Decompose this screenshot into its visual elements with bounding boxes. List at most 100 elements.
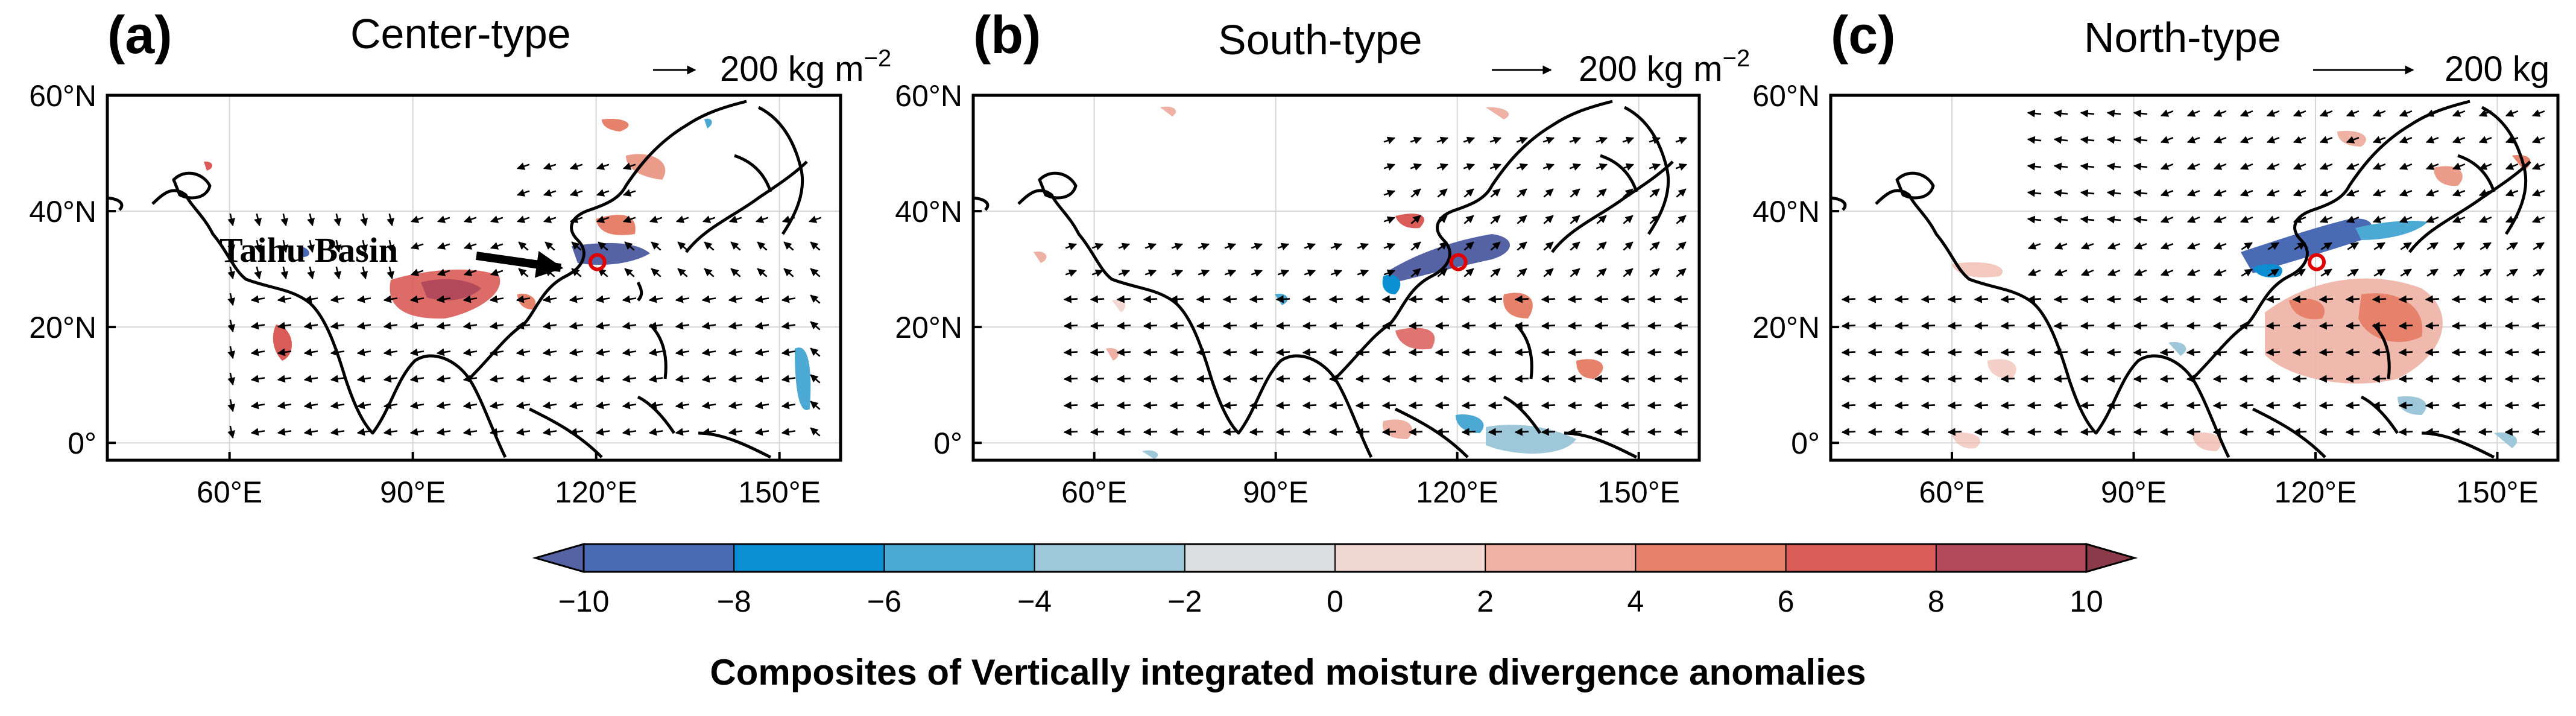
flux-vector [2451,375,2466,383]
flux-vector [569,162,583,170]
flux-vector [436,295,451,303]
panel-c-vectors [1841,109,2546,436]
flux-vector [677,241,688,251]
flux-vector [2292,322,2307,330]
flux-vector [2053,189,2068,197]
flux-vector [2480,268,2492,277]
flux-vector [1408,428,1423,436]
flux-vector [1567,375,1582,383]
flux-vector [1461,322,1476,330]
lon-tick-label: 90°E [1243,475,1309,509]
flux-vector [2478,215,2492,223]
flux-vector [383,375,398,383]
flux-vector [1623,241,1634,251]
flux-vector [227,239,236,253]
panel-c-coastlines [1831,100,2531,459]
flux-vector [675,375,690,383]
colorbar-tick-label: 2 [1477,585,1494,618]
flux-vector [1841,322,1856,330]
flux-vector [757,268,768,277]
flux-vector [1594,428,1609,436]
flux-vector [1410,241,1421,251]
flux-vector [2080,322,2095,330]
flux-vector [2186,428,2201,436]
flux-vector [277,322,292,330]
flux-vector [2426,268,2439,277]
flux-vector [462,348,478,356]
flux-vector [1461,375,1476,383]
flux-vector [622,428,637,436]
lat-tick-label: 60°N [1752,79,1820,113]
flux-vector [730,268,741,277]
flux-vector [2319,322,2334,330]
flux-vector [462,428,478,436]
flux-vector [781,348,796,356]
flux-vector [436,375,451,383]
colorbar-title: Composites of Vertically integrated mois… [710,652,1866,692]
taihu-basin-label: Taihu Basin [219,230,398,270]
flux-vector [1867,375,1883,383]
flux-vector [516,401,531,410]
flux-vector [2106,109,2121,118]
flux-vector [437,268,450,276]
panel-c-ref-text: 200 kg [2445,49,2549,89]
flux-vector [1596,215,1607,224]
flux-vector [227,319,236,333]
flux-vector [1383,189,1396,197]
flux-vector [489,428,504,436]
flux-vector [409,428,425,436]
flux-vector [1676,188,1687,198]
flux-vector [1118,242,1131,250]
flux-vector [2241,268,2253,277]
flux-vector [360,213,368,227]
flux-vector [2531,189,2545,197]
flux-vector [2106,162,2121,171]
flux-vector [2186,109,2200,117]
flux-vector [1383,163,1396,171]
flux-vector [463,242,477,250]
panel-a-marker [588,253,607,271]
flux-vector [1974,428,1989,436]
flux-vector [1541,375,1556,383]
flux-vector [2133,242,2147,250]
flux-vector [409,401,425,410]
colorbar-tick-label: −10 [558,585,610,618]
flux-vector [1355,375,1370,383]
flux-vector [1570,188,1580,198]
colorbar-bin [584,544,734,572]
flux-vector [701,375,716,383]
flux-vector [596,189,610,197]
flux-vector [1169,375,1184,383]
flux-vector [356,295,371,303]
flux-vector [2106,375,2121,383]
flux-vector [783,268,794,277]
flux-vector [1063,375,1078,383]
flux-vector [250,348,265,356]
flux-vector [2265,375,2281,383]
flux-vector [2373,268,2385,277]
flux-vector [543,162,557,170]
flux-vector [1620,322,1635,330]
flux-vector [675,428,690,436]
lat-tick-label: 40°N [1752,195,1820,229]
flux-vector [410,242,424,250]
flux-vector [250,295,265,303]
flux-vector [1275,322,1290,330]
flux-vector [2212,322,2227,330]
flux-vector [2372,428,2387,436]
flux-vector [1198,242,1210,250]
flux-vector [596,162,610,170]
flux-vector [2320,268,2332,277]
flux-vector [2213,136,2227,144]
flux-vector [490,215,504,223]
flux-vector [2531,322,2546,330]
flux-vector [1383,242,1396,250]
flux-vector [810,401,821,410]
flux-vector [1947,322,1962,330]
flux-vector [2080,109,2095,118]
flux-vector [2265,322,2281,330]
flux-vector [1410,215,1421,224]
flux-vector [1514,375,1529,383]
flux-vector [810,241,821,251]
